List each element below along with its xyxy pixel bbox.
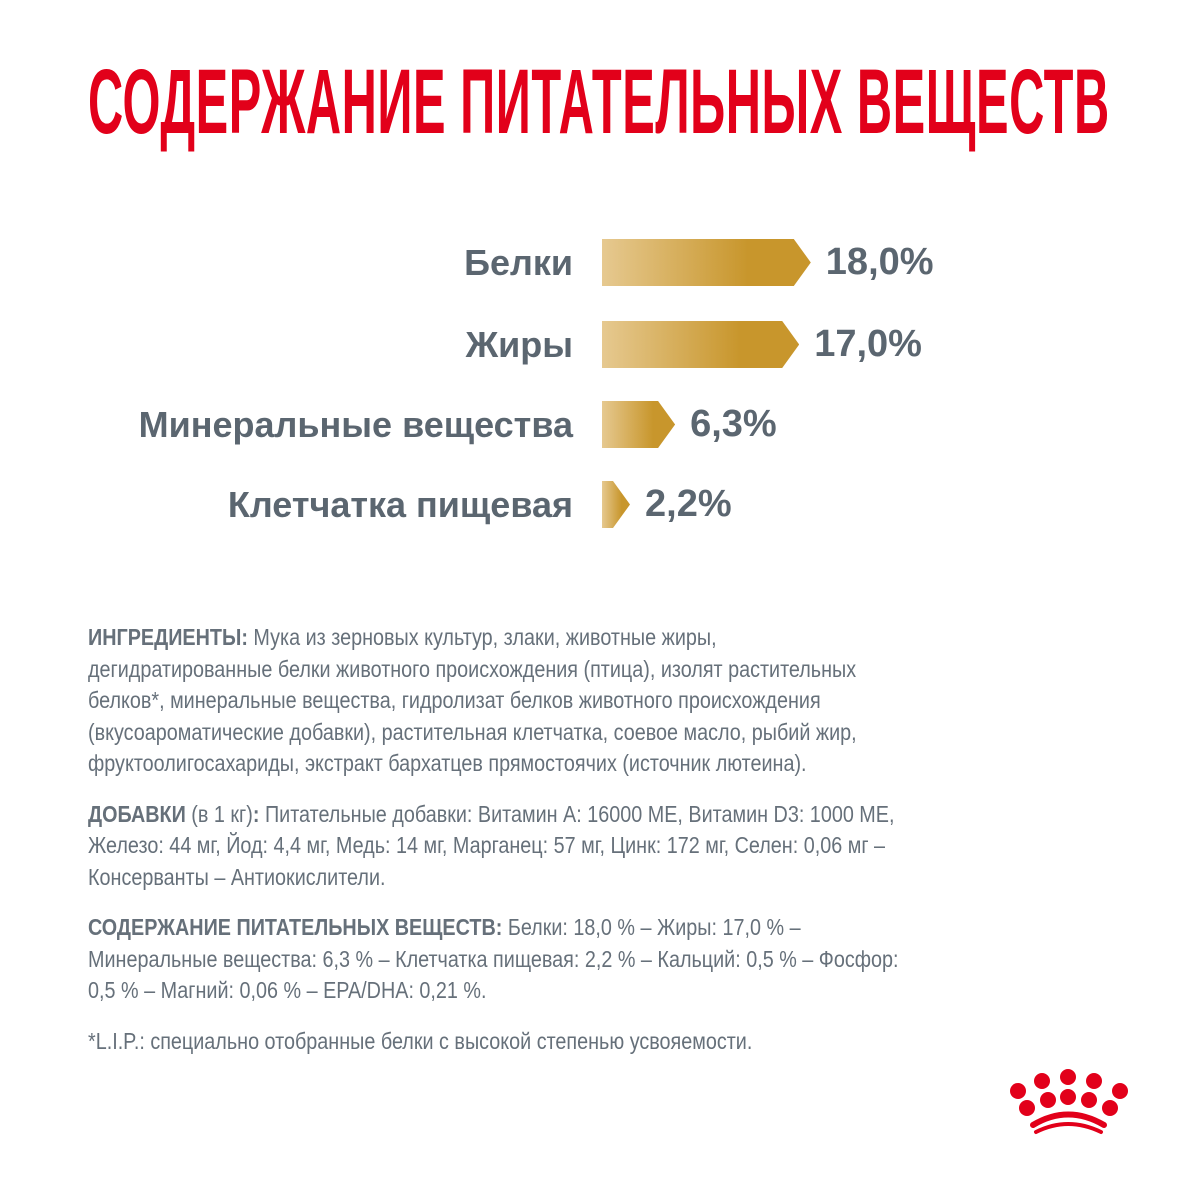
bar-value-label: 18,0% <box>825 241 934 283</box>
text-line: фруктоолигосахариды, экстракт бархатцев … <box>88 748 982 780</box>
bar-value-label: 6,3% <box>690 403 777 445</box>
text-paragraph: ИНГРЕДИЕНТЫ: Мука из зерновых культур, з… <box>88 622 1128 780</box>
text-segment: Минеральные вещества: 6,3 % – Клетчатка … <box>88 945 899 972</box>
bar-label: Жиры <box>465 324 573 365</box>
text-line: белков*, минеральные вещества, гидролиза… <box>88 685 982 717</box>
page-title: СОДЕРЖАНИЕ ПИТАТЕЛЬНЫХ ВЕЩЕСТВ <box>88 51 1110 153</box>
composition-text: ИНГРЕДИЕНТЫ: Мука из зерновых культур, з… <box>88 622 1128 1076</box>
text-line: *L.I.P.: специально отобранные белки с в… <box>88 1026 982 1058</box>
bar-row: Минеральные вещества 6,3% <box>0 401 1200 448</box>
bar <box>602 321 800 368</box>
nutrient-bar-chart: Белки 18,0% Жиры 17,0% Минеральные вещества 6… <box>0 239 1200 528</box>
text-line: дегидратированные белки животного происх… <box>88 654 982 686</box>
bar-value-label: 2,2% <box>645 483 732 525</box>
text-heading: : <box>252 800 260 827</box>
text-heading: СОДЕРЖАНИЕ ПИТАТЕЛЬНЫХ ВЕЩЕСТВ: <box>88 914 503 940</box>
text-segment: Консерванты – Антиокислители. <box>88 863 386 890</box>
bar-shape <box>602 321 800 368</box>
bar-row: Белки 18,0% <box>0 239 1200 286</box>
text-heading: ИНГРЕДИЕНТЫ: <box>88 624 248 650</box>
text-segment: Железо: 44 мг, Йод: 4,4 мг, Медь: 14 мг,… <box>88 832 886 858</box>
text-segment: Питательные добавки: Витамин А: 16000 МЕ… <box>259 800 895 827</box>
text-segment: (вкусоароматические добавки), растительн… <box>88 718 857 745</box>
bar <box>602 239 811 286</box>
text-line: ИНГРЕДИЕНТЫ: Мука из зерновых культур, з… <box>88 622 982 654</box>
text-paragraph: *L.I.P.: специально отобранные белки с в… <box>88 1026 1128 1058</box>
bar-shape <box>602 239 811 286</box>
text-paragraph: СОДЕРЖАНИЕ ПИТАТЕЛЬНЫХ ВЕЩЕСТВ: Белки: 1… <box>88 912 1128 1007</box>
text-segment: *L.I.P.: специально отобранные белки с в… <box>88 1027 753 1054</box>
bar-shape <box>602 401 676 448</box>
text-line: (вкусоароматические добавки), растительн… <box>88 717 982 749</box>
text-line: Консерванты – Антиокислители. <box>88 862 982 894</box>
text-segment: белков*, минеральные вещества, гидролиза… <box>88 687 821 713</box>
bar-label: Минеральные вещества <box>138 404 573 445</box>
text-line: 0,5 % – Магний: 0,06 % – EPA/DHA: 0,21 %… <box>88 975 982 1007</box>
crown-logo-icon <box>1010 1069 1128 1134</box>
text-line: ДОБАВКИ (в 1 кг): Питательные добавки: В… <box>88 799 982 831</box>
bar-label: Клетчатка пищевая <box>227 484 573 525</box>
text-segment: Белки: 18,0 % – Жиры: 17,0 % – <box>502 914 801 940</box>
text-segment: Мука из зерновых культур, злаки, животны… <box>247 624 717 650</box>
text-line: СОДЕРЖАНИЕ ПИТАТЕЛЬНЫХ ВЕЩЕСТВ: Белки: 1… <box>88 912 982 944</box>
text-paragraph: ДОБАВКИ (в 1 кг): Питательные добавки: В… <box>88 799 1128 894</box>
bar-shape <box>602 481 630 528</box>
text-heading: ДОБАВКИ <box>88 800 186 827</box>
bar-row: Жиры 17,0% <box>0 321 1200 368</box>
bar-value-label: 17,0% <box>814 323 922 365</box>
bar-row: Клетчатка пищевая 2,2% <box>0 481 1200 528</box>
text-segment: дегидратированные белки животного происх… <box>88 655 857 682</box>
bar <box>602 401 676 448</box>
bar-label: Белки <box>464 242 573 283</box>
text-line: Железо: 44 мг, Йод: 4,4 мг, Медь: 14 мг,… <box>88 830 982 862</box>
text-segment: (в 1 кг) <box>185 800 253 827</box>
text-segment: фруктоолигосахариды, экстракт бархатцев … <box>88 750 807 776</box>
text-line: Минеральные вещества: 6,3 % – Клетчатка … <box>88 944 982 976</box>
bar <box>602 481 630 528</box>
text-segment: 0,5 % – Магний: 0,06 % – EPA/DHA: 0,21 %… <box>88 977 487 1003</box>
